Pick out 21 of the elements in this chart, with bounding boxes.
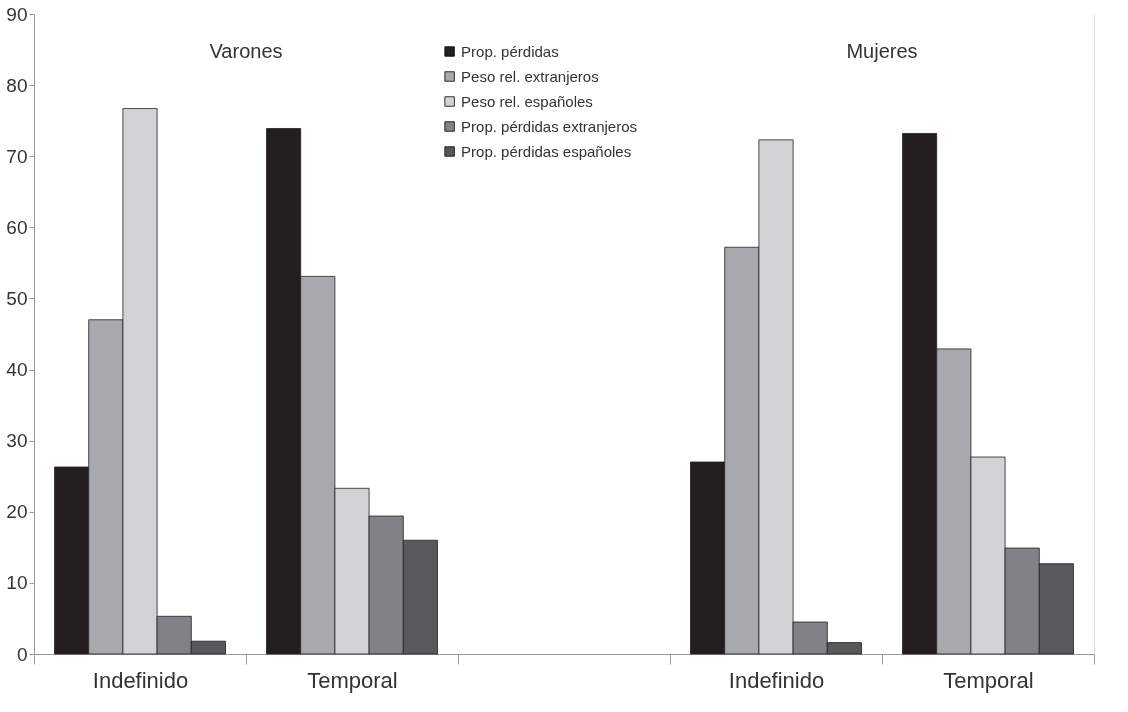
legend-label: Prop. pérdidas (461, 42, 559, 60)
legend-label: Prop. pérdidas españoles (461, 142, 632, 160)
y-tick-label: 10 (6, 572, 28, 594)
y-tick-label: 50 (6, 287, 28, 309)
y-tick-label: 40 (6, 359, 28, 381)
y-tick-label: 30 (6, 430, 28, 452)
y-tick-label: 70 (6, 145, 28, 167)
x-tick-label: Indefinido (728, 667, 825, 693)
x-tick-label: Indefinido (92, 667, 189, 693)
y-tick-label: 20 (6, 501, 28, 523)
x-tick-label: Temporal (943, 667, 1034, 693)
legend-label: Peso rel. extranjeros (461, 67, 599, 85)
annotation: Mujeres (846, 40, 918, 63)
annotation: Varones (209, 40, 283, 63)
legend-label: Peso rel. españoles (461, 92, 593, 110)
y-tick-label: 0 (16, 643, 28, 665)
y-tick-label: 80 (6, 74, 28, 96)
y-tick-label: 90 (6, 3, 28, 25)
y-tick-label: 60 (6, 216, 28, 238)
legend-label: Prop. pérdidas extranjeros (461, 117, 638, 135)
x-tick-label: Temporal (307, 667, 398, 693)
